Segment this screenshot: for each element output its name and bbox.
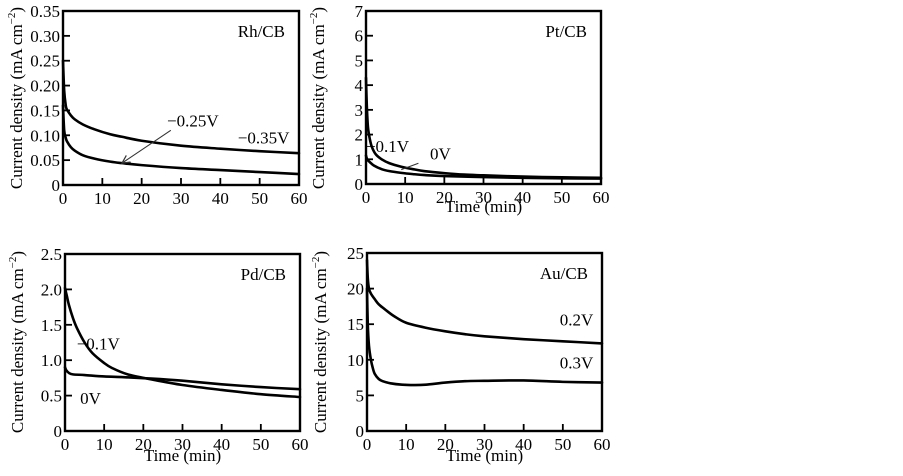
y-tick-label: 0.30 <box>30 27 60 46</box>
x-tick-label: 40 <box>212 189 229 208</box>
x-tick-label: 50 <box>554 435 571 454</box>
x-tick-label: 0 <box>59 189 68 208</box>
x-tick-label: 60 <box>593 188 610 207</box>
x-axis-title: Time (min) <box>144 446 221 465</box>
y-tick-label: 4 <box>355 76 364 95</box>
panel-label: Rh/CB <box>238 22 285 41</box>
y-tick-label: 15 <box>347 315 364 334</box>
annotation-arrow <box>122 129 172 163</box>
y-tick-label: 0.25 <box>30 52 60 71</box>
series-label: 0.3V <box>560 353 594 372</box>
series-label: 0.2V <box>560 311 594 330</box>
panel-au-cb: 0 10 20 30 40 50 60 0 5 10 15 20 25 Current density (… <box>310 244 611 465</box>
x-tick-label: 30 <box>476 435 493 454</box>
x-tick-label: 0 <box>61 435 70 454</box>
y-tick-label: 0 <box>54 422 63 441</box>
y-tick-label: 0 <box>52 176 61 195</box>
series-label: 0V <box>430 144 452 163</box>
series-line-neg0-25v <box>61 104 301 176</box>
x-tick-label: 60 <box>291 189 308 208</box>
x-axis-title: Time (min) <box>446 446 523 465</box>
series-line-0v <box>364 154 603 180</box>
y-tick-label: 0.5 <box>41 387 62 406</box>
y-tick-label: 5 <box>355 51 364 70</box>
y-tick-label: 0 <box>355 175 364 194</box>
x-tick-label: 10 <box>397 188 414 207</box>
y-tick-label: 1 <box>355 150 364 169</box>
x-tick-label: 40 <box>213 435 230 454</box>
y-tick-label: 1.0 <box>41 351 62 370</box>
y-axis-title: Current density (mA cm−2) <box>310 251 330 433</box>
series-label: −0.1V <box>366 137 410 156</box>
x-tick-label: 30 <box>173 189 190 208</box>
y-tick-label: 5 <box>356 386 365 405</box>
panel-label: Pd/CB <box>241 265 286 284</box>
y-axis-title: Current density (mA cm−2) <box>7 251 27 433</box>
panel-label: Pt/CB <box>545 22 587 41</box>
x-tick-label: 20 <box>133 189 150 208</box>
series-label: −0.1V <box>77 335 121 354</box>
y-tick-label: 2.5 <box>41 245 62 264</box>
y-tick-label: 0.20 <box>30 77 60 96</box>
x-tick-label: 20 <box>437 435 454 454</box>
series-line-0v <box>63 365 302 391</box>
x-tick-label: 30 <box>174 435 191 454</box>
x-tick-label: 10 <box>96 435 113 454</box>
series-line-neg0-35v <box>61 59 301 155</box>
y-tick-label: 2 <box>355 126 364 145</box>
x-tick-label: 10 <box>398 435 415 454</box>
x-tick-label: 40 <box>515 435 532 454</box>
series-line-0-3v <box>365 287 604 387</box>
x-tick-label: 20 <box>436 188 453 207</box>
y-tick-label: 20 <box>347 280 364 299</box>
y-tick-label: 2.0 <box>41 280 62 299</box>
y-tick-label: 0.35 <box>30 2 60 21</box>
x-tick-label: 50 <box>252 435 269 454</box>
series-line-0-2v <box>365 258 604 345</box>
panel-rh-cb: 0 10 20 30 40 50 60 0 0.05 0.10 0.15 0.20 0.25 0.30 0.… <box>6 2 308 208</box>
x-tick-label: 10 <box>94 189 111 208</box>
series-line-neg0-1v <box>63 286 302 399</box>
y-tick-label: 10 <box>347 351 364 370</box>
y-tick-label: 0.10 <box>30 126 60 145</box>
x-tick-label: 30 <box>475 188 492 207</box>
series-label: 0V <box>80 389 102 408</box>
y-axis-title: Current density (mA cm−2) <box>308 7 328 189</box>
y-tick-label: 6 <box>355 27 364 46</box>
series-line-neg0-1v <box>364 76 603 180</box>
x-tick-label: 60 <box>594 435 611 454</box>
annotation-leader-line <box>401 162 419 171</box>
y-tick-label: 0 <box>356 422 365 441</box>
panel-label: Au/CB <box>540 264 588 283</box>
panel-pt-cb: 0 10 20 30 40 50 60 0 1 2 3 4 5 6 7 Current density (mA… <box>308 2 610 216</box>
panel-pd-cb: 0 10 20 30 40 50 60 0 0.5 1.0 1.5 2.0 2.5 Current den… <box>7 245 309 465</box>
x-tick-label: 0 <box>363 435 372 454</box>
series-label: −0.25V <box>167 111 219 130</box>
y-tick-label: 0.05 <box>30 151 60 170</box>
series-label: −0.35V <box>238 129 290 148</box>
x-tick-label: 60 <box>292 435 309 454</box>
x-tick-label: 0 <box>362 188 371 207</box>
y-axis-title: Current density (mA cm−2) <box>6 7 26 189</box>
x-tick-label: 50 <box>553 188 570 207</box>
y-tick-label: 7 <box>355 2 364 21</box>
y-tick-label: 3 <box>355 101 364 120</box>
y-tick-label: 0.15 <box>30 101 60 120</box>
x-tick-label: 50 <box>251 189 268 208</box>
x-tick-label: 40 <box>514 188 531 207</box>
y-tick-label: 25 <box>347 244 364 263</box>
y-tick-label: 1.5 <box>41 316 62 335</box>
x-tick-label: 20 <box>135 435 152 454</box>
x-axis-title: Time (min) <box>445 197 522 216</box>
